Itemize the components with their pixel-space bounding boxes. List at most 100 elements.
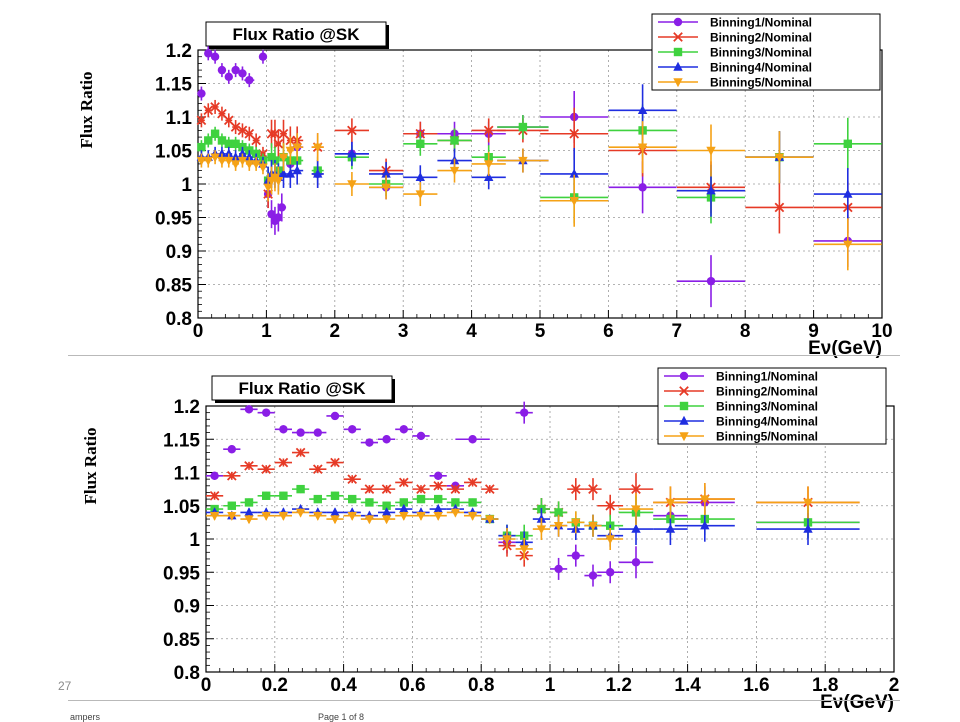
point-marker — [258, 163, 268, 173]
point-marker — [569, 168, 579, 178]
data-point — [395, 477, 413, 488]
data-point — [223, 445, 241, 454]
point-marker — [382, 435, 391, 444]
data-point — [378, 484, 396, 494]
point-marker — [484, 484, 495, 494]
data-point — [240, 515, 258, 525]
point-marker — [230, 122, 241, 132]
legend-label: Binning2/Nominal — [710, 31, 812, 45]
data-point — [464, 511, 482, 521]
data-point — [273, 166, 284, 195]
data-point — [343, 425, 361, 434]
data-point — [292, 428, 310, 437]
x-tick-label: 9 — [808, 321, 819, 342]
data-point — [334, 141, 369, 166]
data-point — [813, 218, 882, 271]
point-marker — [226, 470, 237, 481]
legend-label: Binning2/Nominal — [716, 385, 818, 399]
point-marker — [570, 484, 581, 494]
point-marker — [278, 457, 289, 468]
point-marker — [450, 136, 459, 145]
point-marker — [227, 501, 236, 510]
data-point — [240, 405, 258, 414]
legend-entry-binning3-nominal: Binning3/Nominal — [658, 46, 812, 60]
point-marker — [330, 457, 340, 468]
point-marker — [843, 139, 852, 148]
point-marker — [295, 447, 306, 458]
data-point — [240, 498, 258, 507]
point-marker — [230, 160, 241, 170]
point-marker — [433, 503, 443, 513]
legend-marker — [673, 47, 683, 57]
data-point — [471, 151, 506, 176]
data-point — [257, 511, 275, 521]
data-point — [813, 168, 882, 221]
point-marker — [553, 522, 564, 531]
point-marker — [210, 471, 219, 481]
data-point — [217, 106, 227, 121]
data-point — [292, 508, 310, 518]
legend-entry-binning3-nominal: Binning3/Nominal — [664, 400, 818, 414]
point-marker — [554, 564, 563, 574]
data-point — [258, 49, 268, 64]
data-point — [550, 514, 568, 537]
data-point — [360, 484, 378, 494]
legend: Binning1/NominalBinning2/NominalBinning3… — [657, 367, 887, 445]
data-point — [437, 158, 472, 183]
data-point — [230, 120, 241, 135]
point-marker — [278, 153, 289, 163]
point-marker — [803, 498, 813, 508]
flux-ratio-plot-low-energy: 0 0.2 0.4 0.6 0.8 1 1.2 1.4 1.6 1.8 2 0.8 0.85 0.9 0.9… — [81, 367, 899, 713]
data-point — [745, 181, 814, 234]
point-marker — [484, 172, 494, 181]
point-marker — [224, 72, 233, 82]
data-point — [203, 153, 213, 168]
data-point — [204, 133, 213, 148]
point-marker — [416, 139, 425, 148]
y-tick-label: 1.1 — [166, 108, 193, 129]
point-marker — [295, 508, 306, 518]
point-marker — [381, 183, 391, 193]
legend-entry-binning1-nominal: Binning1/Nominal — [664, 370, 818, 384]
y-tick-label: 0.85 — [155, 276, 192, 297]
point-marker — [224, 156, 234, 166]
x-tick-label: 1.2 — [606, 675, 632, 696]
point-marker — [217, 148, 227, 158]
legend-marker — [679, 386, 689, 396]
data-point — [311, 159, 324, 188]
point-marker — [416, 431, 426, 441]
point-marker — [519, 545, 529, 555]
point-marker — [399, 503, 409, 513]
data-point — [237, 123, 248, 138]
point-marker — [244, 152, 254, 161]
data-point — [326, 491, 344, 500]
data-point — [244, 126, 255, 141]
data-point — [497, 115, 549, 140]
point-marker — [261, 512, 271, 521]
point-marker — [554, 508, 563, 517]
point-marker — [262, 408, 271, 417]
data-point — [244, 73, 255, 88]
data-point — [196, 113, 207, 128]
point-marker — [706, 276, 716, 286]
x-axis-label: Eν(GeV) — [820, 692, 894, 713]
point-marker — [588, 571, 598, 580]
point-marker — [416, 512, 426, 521]
data-point — [567, 478, 585, 501]
series-binning5-nominal — [206, 483, 860, 560]
data-point — [378, 507, 396, 517]
point-marker — [237, 125, 248, 136]
point-marker — [569, 197, 579, 206]
data-point — [378, 515, 396, 525]
series-binning1-nominal — [206, 401, 860, 587]
point-marker — [484, 160, 494, 170]
data-point — [258, 160, 268, 175]
point-marker — [244, 160, 254, 170]
y-tick-label: 0.8 — [174, 663, 200, 684]
point-marker — [313, 143, 323, 153]
data-point — [515, 537, 533, 560]
data-point — [326, 507, 344, 517]
point-marker — [665, 523, 676, 533]
point-marker — [416, 494, 426, 504]
point-marker — [588, 484, 598, 494]
